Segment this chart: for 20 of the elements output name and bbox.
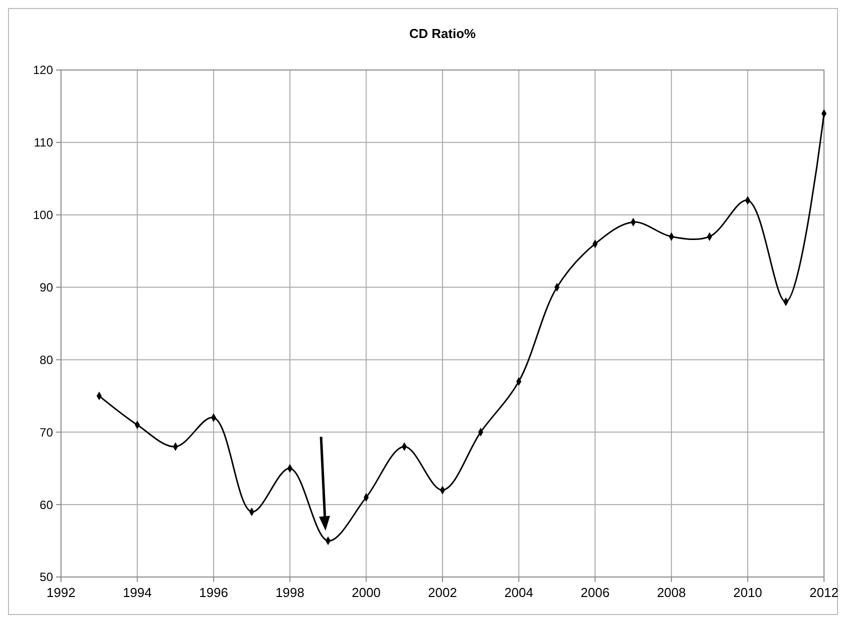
x-tick-label: 1998 [275,585,304,600]
y-tick-label: 100 [32,208,54,222]
x-tick-label: 2010 [733,585,762,600]
x-tick-label: 2002 [428,585,457,600]
y-tick-label: 110 [34,136,54,150]
x-tick-label: 2008 [656,585,686,600]
x-tick-label: 2000 [352,585,381,600]
x-tick-label: 2004 [504,585,534,600]
y-tick-label: 90 [40,280,54,294]
y-tick-label: 50 [40,570,54,584]
x-tick-label: 1992 [46,585,76,600]
x-tick-label: 1996 [199,585,228,600]
y-tick-label: 80 [40,352,54,367]
y-tick-label: 60 [40,498,54,512]
y-tick-label: 120 [32,63,54,78]
x-tick-label: 2012 [810,585,838,600]
y-tick-label: 70 [40,425,54,440]
chart-title: CD Ratio% [409,26,476,41]
x-tick-label: 2006 [580,585,610,600]
x-tick-label: 1994 [122,585,152,600]
